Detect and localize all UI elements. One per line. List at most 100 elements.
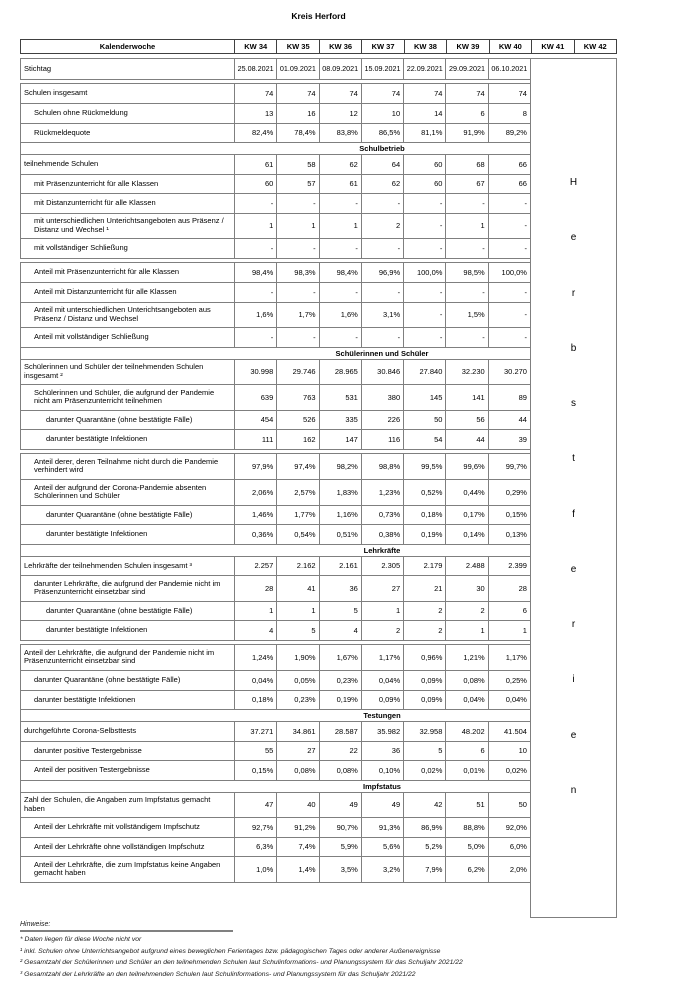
- value-cell: 0,23%: [318, 671, 361, 690]
- value-cell: 28: [487, 576, 530, 601]
- value-cell: 62: [360, 174, 403, 193]
- value-cell: 78,4%: [276, 123, 318, 142]
- value-cell: 61: [318, 174, 361, 193]
- value-cell: 6,3%: [234, 837, 276, 856]
- value-cell: 5: [318, 601, 361, 620]
- value-cell: 30: [445, 576, 487, 601]
- value-cell: 1: [445, 621, 487, 640]
- table-row: darunter bestätigte Infektionen 0,36% 0,54…: [21, 524, 530, 544]
- value-cell: 111: [234, 430, 276, 449]
- value-cell: 0,04%: [445, 690, 487, 709]
- footnote: * Daten liegen für diese Woche nicht vor: [20, 936, 142, 943]
- value-cell: 0,09%: [403, 690, 445, 709]
- page-title: Kreis Herford: [291, 11, 346, 21]
- value-cell: -: [487, 239, 530, 258]
- row-label: Lehrkräfte der teilnehmenden Schulen ins…: [21, 557, 234, 576]
- value-cell: 4: [318, 621, 361, 640]
- row-label-text: durchgeführte Corona-Selbsttests: [24, 726, 137, 736]
- value-cell: 49: [318, 792, 361, 817]
- row-label-text: Schulen insgesamt: [24, 88, 88, 98]
- value-cell: 116: [360, 430, 403, 449]
- value-cell: 51: [445, 792, 487, 817]
- value-cell: 98,8%: [360, 453, 403, 479]
- row-label: Anteil mit Präsenzunterricht für alle Kl…: [21, 263, 234, 283]
- value-cell: 56: [445, 410, 487, 429]
- value-cell: 0,25%: [487, 671, 530, 690]
- row-label-text: darunter bestätigte Infektionen: [46, 529, 148, 539]
- column-header-kalenderwoche: Kalenderwoche: [99, 42, 156, 51]
- value-cell: 28: [234, 576, 276, 601]
- value-cell: 44: [445, 430, 487, 449]
- value-cell: 0,29%: [487, 480, 530, 505]
- value-cell: 74: [487, 83, 530, 103]
- row-label: mit unterschiedlichen Unterichtsangebote…: [21, 214, 234, 239]
- value-cell: 90,7%: [318, 818, 361, 837]
- footnote: ² Gesamtzahl der Schülerinnen und Schüle…: [20, 959, 463, 966]
- value-cell: 0,19%: [403, 525, 445, 544]
- value-cell: 98,4%: [234, 262, 276, 282]
- value-cell: 1,6%: [318, 302, 361, 327]
- value-cell: 74: [360, 83, 403, 103]
- row-label-text: Anteil mit unterschiedlichen Unterichtsa…: [34, 305, 211, 323]
- value-cell: 5: [276, 621, 318, 640]
- value-cell: 81,1%: [403, 123, 445, 142]
- table-row: Anteil der Lehrkräfte ohne vollständigen…: [21, 836, 530, 856]
- row-label: darunter bestätigte Infektionen: [21, 621, 234, 640]
- value-cell: 15.09.2021: [360, 59, 403, 79]
- footnotes-list: * Daten liegen für diese Woche nicht vor…: [20, 936, 660, 978]
- value-cell: 30.846: [360, 359, 403, 384]
- value-cell: 74: [318, 83, 361, 103]
- value-cell: 50: [403, 410, 445, 429]
- table-segment: Anteil derer, deren Teilnahme nicht durc…: [20, 452, 531, 641]
- value-cell: 86,5%: [360, 123, 403, 142]
- table-row: darunter positive Testergebnisse 55 27 22 36…: [21, 740, 530, 760]
- row-label-text: Anteil der Lehrkräfte mit vollständigem …: [34, 822, 200, 832]
- footnote: ³ Gesamtzahl der Lehrkräfte an den teiln…: [20, 970, 416, 978]
- value-cell: -: [445, 194, 487, 213]
- value-cell: 3,2%: [360, 857, 403, 882]
- row-label-text: darunter positive Testergebnisse: [34, 745, 142, 755]
- section-header-row: Impfstatus: [21, 779, 530, 792]
- footnotes-divider: [20, 930, 233, 932]
- section-header-label: Testungen: [363, 711, 401, 720]
- value-cell: -: [403, 239, 445, 258]
- row-label: mit vollständiger Schließung: [21, 239, 234, 258]
- value-cell: 2.162: [276, 556, 318, 575]
- table-segment: Stichtag 25.08.2021 01.09.2021 08.09.2021 15…: [20, 58, 531, 80]
- value-cell: 1,0%: [234, 857, 276, 882]
- value-cell: 92,7%: [234, 818, 276, 837]
- value-cell: 82,4%: [234, 123, 276, 142]
- value-cell: 1,16%: [318, 505, 361, 524]
- holiday-letter: t: [572, 453, 575, 465]
- value-cell: 28.587: [318, 722, 361, 741]
- holiday-letter: n: [570, 784, 577, 796]
- value-cell: 60: [403, 174, 445, 193]
- table-row: Schülerinnen und Schüler, die aufgrund d…: [21, 384, 530, 410]
- row-label: Schulen ohne Rückmeldung: [21, 104, 234, 123]
- row-label-text: teilnehmende Schulen: [24, 159, 99, 169]
- value-cell: 6: [445, 741, 487, 760]
- column-header-week: KW 37: [361, 40, 403, 53]
- value-cell: -: [318, 283, 361, 302]
- row-label-text: Anteil der aufgrund der Corona-Pandemie …: [34, 482, 207, 501]
- value-cell: 2: [360, 213, 403, 238]
- value-cell: 1,21%: [445, 644, 487, 670]
- value-cell: -: [403, 194, 445, 213]
- row-label-text: Anteil der Lehrkräfte, die zum Impfstatu…: [34, 859, 221, 878]
- row-label: Rückmeldequote: [21, 124, 234, 143]
- table-row: Anteil mit unterschiedlichen Unterichtsa…: [21, 301, 530, 327]
- value-cell: 88,8%: [445, 818, 487, 837]
- row-label-text: darunter Quarantäne (ohne bestätigte Fäl…: [34, 675, 181, 685]
- table-row: durchgeführte Corona-Selbsttests 37.271 34…: [21, 721, 530, 741]
- value-cell: 141: [445, 385, 487, 410]
- value-cell: 39: [487, 430, 530, 449]
- value-cell: 0,08%: [318, 761, 361, 780]
- value-cell: 91,2%: [276, 818, 318, 837]
- value-cell: 639: [234, 385, 276, 410]
- value-cell: 531: [318, 385, 361, 410]
- value-cell: 97,4%: [276, 453, 318, 479]
- footnote: ¹ inkl. Schulen ohne Unterrichtsangebot …: [20, 947, 441, 955]
- value-cell: 162: [276, 430, 318, 449]
- table-segment: Schulen insgesamt 74 74 74 74 74 74 74 Schulen o…: [20, 82, 531, 259]
- value-cell: 40: [276, 792, 318, 817]
